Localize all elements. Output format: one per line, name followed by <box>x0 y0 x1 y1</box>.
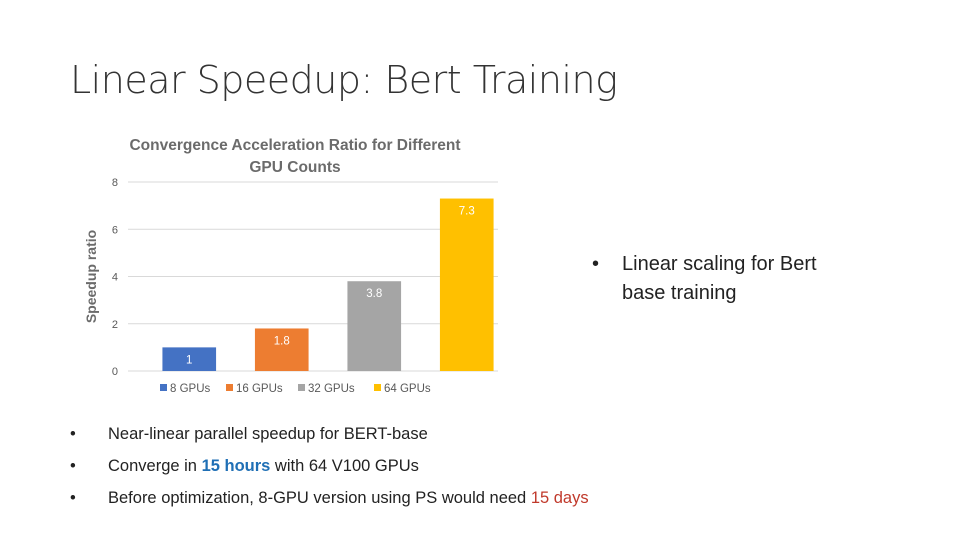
y-tick-label: 2 <box>112 319 118 331</box>
slide-title: Linear Speedup: Bert Training <box>70 58 618 102</box>
bar <box>347 281 402 371</box>
data-label: 1 <box>186 354 192 366</box>
data-label: 1.8 <box>274 335 290 347</box>
legend-label: 16 GPUs <box>236 383 283 395</box>
bullet-text: Near-linear parallel speedup for BERT-ba… <box>108 422 428 446</box>
bullet-dot: • <box>70 425 76 443</box>
y-tick-label: 4 <box>112 272 118 284</box>
bullet-text: Before optimization, 8-GPU version using… <box>108 486 589 510</box>
data-label: 3.8 <box>366 288 382 300</box>
legend-swatch <box>374 384 381 391</box>
legend-swatch <box>298 384 305 391</box>
bar <box>162 347 217 371</box>
bullet-text-suffix: with 64 V100 GPUs <box>270 457 419 475</box>
y-axis-label: Speedup ratio <box>83 230 99 323</box>
y-tick-label: 6 <box>112 224 118 236</box>
right-bullet-text: Linear scaling for Bert base training <box>622 253 817 304</box>
bullet-highlight: 15 hours <box>201 457 271 475</box>
legend-label: 8 GPUs <box>170 383 211 395</box>
legend-swatch <box>160 384 167 391</box>
bullet-dot: • <box>70 489 76 507</box>
bullet-highlight: 15 days <box>530 489 589 507</box>
chart-title: Convergence Acceleration Ratio for Diffe… <box>129 137 461 176</box>
bar-chart-svg: 0 2 4 6 8 Speedup ratio 1 1.8 3.8 7.3 8 GPUs 16 GPU… <box>83 177 498 395</box>
data-label: 7.3 <box>459 206 475 218</box>
bullet-text-prefix: Converge in <box>108 457 202 475</box>
y-tick-label: 8 <box>112 177 118 189</box>
bullet-dot: • <box>70 457 76 475</box>
bullet-dot: • <box>592 253 600 275</box>
legend-label: 64 GPUs <box>384 383 431 395</box>
legend-label: 32 GPUs <box>308 383 355 395</box>
bar <box>439 198 494 371</box>
bullet-text-prefix: Near-linear parallel speedup for BERT-ba… <box>108 425 428 443</box>
bar <box>254 328 309 371</box>
y-tick-label: 0 <box>112 366 118 378</box>
right-bullet: • Linear scaling for Bert base training <box>592 250 852 308</box>
chart: Convergence Acceleration Ratio for Diffe… <box>80 130 510 405</box>
legend-swatch <box>226 384 233 391</box>
bullet-text: Converge in 15 hours with 64 V100 GPUs <box>108 454 419 478</box>
bullet-text-prefix: Before optimization, 8-GPU version using… <box>108 489 531 507</box>
